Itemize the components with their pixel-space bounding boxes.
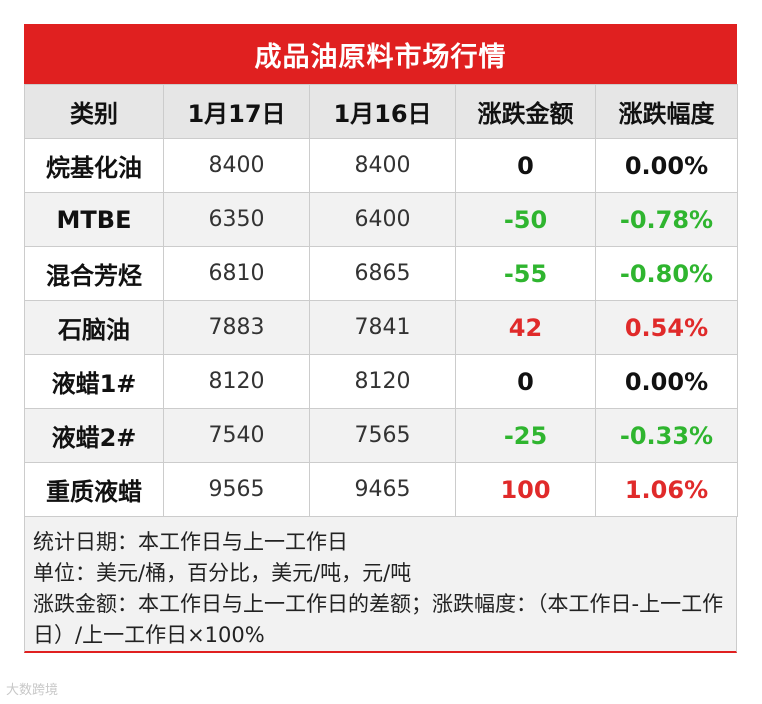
table-row: 石脑油 7883 7841 42 0.54%: [24, 300, 738, 355]
header-change-amount: 涨跌金额: [455, 84, 596, 139]
table-row: 液蜡2# 7540 7565 -25 -0.33%: [24, 408, 738, 463]
row-change-amount-cell: -50: [455, 192, 596, 247]
row-change-amount-cell: -25: [455, 408, 596, 463]
row-current-value-cell: 6810: [163, 246, 310, 301]
note-line: 统计日期：本工作日与上一工作日: [33, 530, 348, 554]
row-name-cell: 烷基化油: [24, 138, 164, 193]
row-change-amount-cell: 0: [455, 138, 596, 193]
row-previous-value-cell: 9465: [309, 462, 456, 517]
row-change-percent-cell: -0.33%: [595, 408, 738, 463]
header-change-percent: 涨跌幅度: [595, 84, 738, 139]
row-previous-value-cell: 8400: [309, 138, 456, 193]
row-name-cell: 混合芳烃: [24, 246, 164, 301]
table-row: 液蜡1# 8120 8120 0 0.00%: [24, 354, 738, 409]
row-previous-value-cell: 6400: [309, 192, 456, 247]
row-change-percent-cell: 0.00%: [595, 138, 738, 193]
row-current-value-cell: 8400: [163, 138, 310, 193]
row-previous-value-cell: 7841: [309, 300, 456, 355]
table-row: 重质液蜡 9565 9465 100 1.06%: [24, 462, 738, 517]
row-change-percent-cell: 0.00%: [595, 354, 738, 409]
market-table-card: 成品油原料市场行情 类别 1月17日 1月16日 涨跌金额 涨跌幅度 烷基化油 8…: [24, 24, 738, 653]
header-date-previous: 1月16日: [309, 84, 456, 139]
watermark-logo: 大数跨境: [6, 683, 59, 698]
header-row: 类别 1月17日 1月16日 涨跌金额 涨跌幅度: [24, 84, 738, 139]
row-current-value-cell: 8120: [163, 354, 310, 409]
row-name-cell: 重质液蜡: [24, 462, 164, 517]
row-current-value-cell: 9565: [163, 462, 310, 517]
row-change-amount-cell: -55: [455, 246, 596, 301]
row-change-amount-cell: 100: [455, 462, 596, 517]
row-previous-value-cell: 7565: [309, 408, 456, 463]
row-name-cell: 液蜡1#: [24, 354, 164, 409]
row-current-value-cell: 7883: [163, 300, 310, 355]
row-current-value-cell: 6350: [163, 192, 310, 247]
table-title: 成品油原料市场行情: [24, 24, 737, 84]
row-change-amount-cell: 0: [455, 354, 596, 409]
table-row: 烷基化油 8400 8400 0 0.00%: [24, 138, 738, 193]
row-change-percent-cell: 0.54%: [595, 300, 738, 355]
note-line: 单位：美元/桶，百分比，美元/吨，元/吨: [33, 561, 412, 585]
row-change-percent-cell: 1.06%: [595, 462, 738, 517]
row-name-cell: MTBE: [24, 192, 164, 247]
note-line: 涨跌金额：本工作日与上一工作日的差额；涨跌幅度：（本工作日-上一工作日）/上一工…: [33, 592, 724, 647]
header-category: 类别: [24, 84, 164, 139]
market-table: 类别 1月17日 1月16日 涨跌金额 涨跌幅度 烷基化油 8400 8400 0 0.…: [24, 84, 738, 517]
row-previous-value-cell: 8120: [309, 354, 456, 409]
header-date-current: 1月17日: [163, 84, 310, 139]
table-row: MTBE 6350 6400 -50 -0.78%: [24, 192, 738, 247]
row-change-amount-cell: 42: [455, 300, 596, 355]
row-current-value-cell: 7540: [163, 408, 310, 463]
notes-section: 统计日期：本工作日与上一工作日 单位：美元/桶，百分比，美元/吨，元/吨 涨跌金…: [24, 517, 737, 653]
row-previous-value-cell: 6865: [309, 246, 456, 301]
row-change-percent-cell: -0.80%: [595, 246, 738, 301]
row-name-cell: 石脑油: [24, 300, 164, 355]
row-change-percent-cell: -0.78%: [595, 192, 738, 247]
table-row: 混合芳烃 6810 6865 -55 -0.80%: [24, 246, 738, 301]
row-name-cell: 液蜡2#: [24, 408, 164, 463]
